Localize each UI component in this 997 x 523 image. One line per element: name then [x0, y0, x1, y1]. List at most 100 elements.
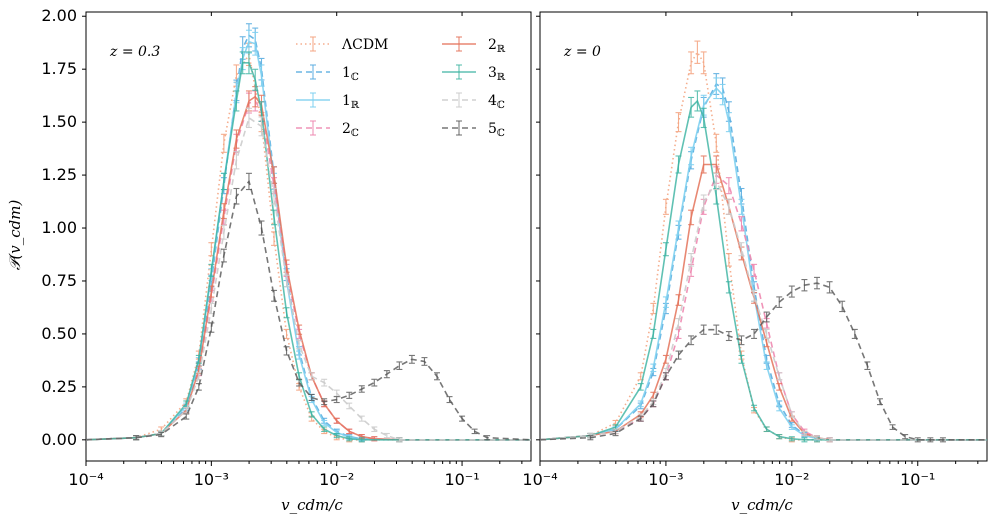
legend-label: 1ℝ — [342, 93, 360, 111]
error-bar-s5c — [902, 434, 909, 440]
error-bar-s4c — [271, 187, 278, 205]
error-bar-s4c — [220, 224, 227, 240]
error-bar-s5c — [826, 281, 833, 294]
legend-label: 5ℂ — [488, 121, 505, 139]
series-line-s3r — [539, 99, 987, 441]
error-bar-s5c — [662, 372, 669, 381]
error-bar-s3r — [801, 437, 808, 443]
error-bar-s1r — [776, 404, 783, 412]
error-bar-s5c — [471, 428, 478, 435]
error-bar-s4c — [688, 252, 695, 267]
error-bar-s1r — [713, 77, 720, 100]
error-bar-s5c — [183, 413, 190, 420]
error-bar-s4c — [358, 415, 365, 422]
error-bar-s4c — [713, 172, 720, 191]
error-bar-s3r — [650, 328, 657, 339]
legend-label: 4ℂ — [488, 93, 505, 111]
series-line-s5c — [539, 282, 987, 441]
error-bar-s3r — [308, 411, 315, 418]
y-tick-label: 1.25 — [41, 165, 77, 184]
error-bar-s5c — [271, 289, 278, 302]
series-line-s2c — [85, 100, 531, 441]
error-bar-s5c — [484, 435, 491, 441]
error-bar-s2r — [776, 383, 783, 391]
error-bar-s4c — [283, 274, 290, 288]
y-tick-label: 0.00 — [41, 430, 77, 449]
panel-left: 0.00 0.25 0.50 0.75 1.00 1.25 1.50 1.75 2.00 10⁻⁴… — [41, 6, 532, 489]
error-bar-s4c — [296, 339, 303, 350]
error-bar-s5c — [688, 335, 695, 346]
error-bar-s3r — [271, 209, 278, 226]
error-bar-s2r — [662, 354, 669, 364]
error-bar-s4c — [245, 107, 252, 129]
error-bar-s3r — [788, 436, 795, 442]
error-bar-s1r — [662, 296, 669, 308]
error-bar-s4c — [801, 430, 808, 437]
error-bar-s2c — [675, 328, 682, 339]
error-bar-s2r — [346, 428, 353, 435]
error-bar-lcdm — [713, 133, 720, 153]
legend-label: 3ℝ — [488, 65, 506, 83]
error-bar-s5c — [650, 400, 657, 408]
error-bar-s5c — [446, 396, 453, 404]
error-bar-s4c — [675, 318, 682, 329]
y-tick-label: 0.50 — [41, 324, 77, 343]
plot-frame — [539, 11, 988, 462]
error-bar-s5c — [308, 393, 315, 402]
error-bar-s5c — [939, 437, 946, 443]
panel-right: 10⁻⁴ 10⁻³ 10⁻² 10⁻¹ z = 0 — [522, 11, 988, 489]
error-bar-s2r — [333, 417, 340, 424]
error-bar-s1r — [719, 83, 726, 106]
error-bar-s5c — [713, 324, 720, 335]
error-bar-s3r — [321, 426, 328, 433]
error-bar-s5c — [358, 385, 365, 393]
error-bar-s5c — [876, 398, 883, 406]
error-bar-s3r — [776, 434, 783, 440]
x-axis-label-right: v_cdm/c — [731, 496, 793, 514]
panel-redshift-label: z = 0.3 — [109, 44, 160, 60]
legend-item-s2r: 2ℝ — [442, 36, 506, 55]
error-bar-s5c — [233, 187, 240, 205]
error-bar-s5c — [421, 357, 428, 366]
error-bar-s5c — [195, 383, 202, 391]
error-bar-s1r — [763, 361, 770, 370]
error-bar-s5c — [133, 435, 140, 441]
error-bar-s2r — [688, 209, 695, 226]
error-bar-s5c — [346, 391, 353, 399]
error-bar-s5c — [914, 437, 921, 443]
y-tick-label: 1.75 — [41, 59, 77, 78]
error-bar-s4c — [346, 402, 353, 410]
error-bar-s4c — [258, 116, 265, 137]
y-tick-label: 2.00 — [41, 6, 77, 25]
error-bar-lcdm — [675, 112, 682, 133]
error-bar-s4c — [763, 328, 770, 339]
error-bar-s2r — [233, 129, 240, 149]
error-bar-s2r — [220, 203, 227, 220]
series-line-s2c — [539, 173, 987, 441]
error-bar-s2c — [725, 177, 732, 195]
error-bar-s4c — [788, 411, 795, 418]
error-bar-s5c — [587, 435, 594, 441]
x-tick-label: 10⁻² — [774, 470, 809, 489]
error-bar-s4c — [396, 437, 403, 443]
error-bar-s5c — [283, 346, 290, 356]
error-bar-s4c — [776, 372, 783, 381]
error-bar-s5c — [851, 328, 858, 339]
error-bar-s1r — [675, 220, 682, 236]
error-bar-s3r — [346, 436, 353, 442]
error-bar-s1r — [788, 424, 795, 430]
error-bar-s2r — [675, 294, 682, 306]
y-tick-label: 0.75 — [41, 271, 77, 290]
error-bar-s1r — [637, 400, 644, 408]
x-tick-label: 10⁻⁴ — [522, 470, 557, 489]
series-line-lcdm — [539, 50, 987, 441]
x-axis-label-left: v_cdm/c — [281, 496, 343, 514]
error-bar-s3r — [763, 426, 770, 433]
series-line-s4c — [85, 116, 531, 441]
error-bar-s1r — [252, 31, 259, 56]
x-tick-label: 10⁻² — [319, 470, 354, 489]
error-bar-s5c — [333, 396, 340, 404]
legend-item-s2c: 2ℂ — [296, 120, 359, 139]
error-bar-s1r — [650, 363, 657, 373]
error-bar-s3r — [220, 172, 227, 191]
